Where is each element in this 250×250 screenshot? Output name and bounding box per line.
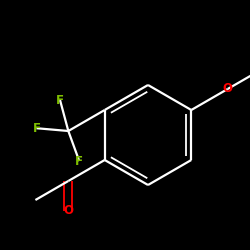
Text: F: F: [75, 154, 83, 168]
Text: F: F: [56, 94, 64, 106]
Text: O: O: [223, 82, 233, 96]
Text: F: F: [32, 122, 40, 135]
Text: O: O: [63, 204, 73, 218]
